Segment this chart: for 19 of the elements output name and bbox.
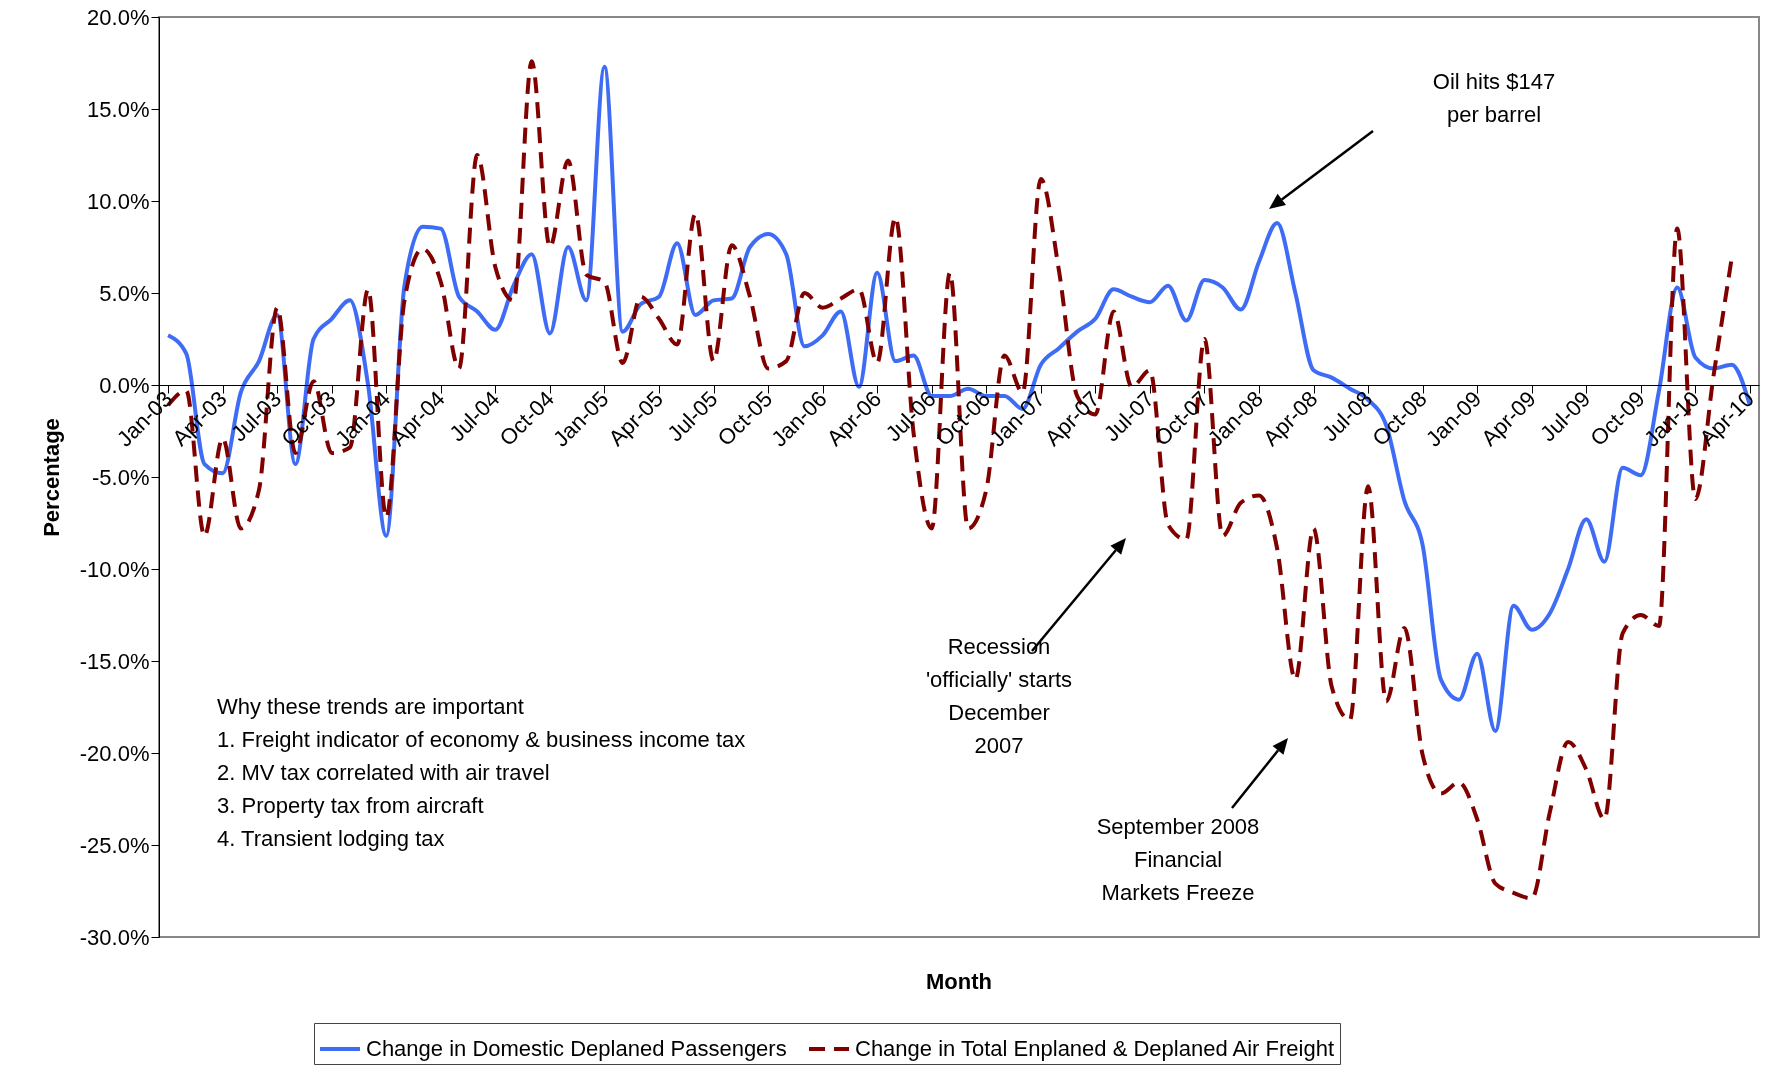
y-tick-label: 20.0% [87, 4, 150, 30]
y-tick-label: -30.0% [79, 924, 150, 950]
y-tick-label: -25.0% [79, 832, 150, 858]
y-axis-title: Percentage [38, 418, 64, 537]
y-tick-label: 5.0% [99, 280, 150, 306]
annotation: September 2008 Financial Markets Freeze [1096, 814, 1260, 905]
y-tick-label: 0.0% [99, 372, 150, 398]
legend-label: Change in Total Enplaned & Deplaned Air Freight [855, 1036, 1335, 1061]
y-tick-label: -15.0% [79, 648, 150, 674]
annotation: Oil hits $147 per barrel [1432, 69, 1556, 127]
legend-label: Change in Domestic Deplaned Passengers [366, 1036, 787, 1061]
y-tick-label: -20.0% [79, 740, 150, 766]
y-tick-label: -10.0% [79, 556, 150, 582]
y-tick-label: -5.0% [92, 464, 150, 490]
y-tick-label: 15.0% [87, 96, 150, 122]
y-tick-label: 10.0% [87, 188, 150, 214]
x-axis-title: Month [926, 969, 992, 994]
annotation: Why these trends are important 1. Freight indicator of economy & business income tax 2. MV tax correlated with air travel 3. Property tax from aircraft 4. Transient lodging tax [217, 694, 746, 851]
annotation: Recession 'officially' starts December 2007 [925, 634, 1073, 758]
